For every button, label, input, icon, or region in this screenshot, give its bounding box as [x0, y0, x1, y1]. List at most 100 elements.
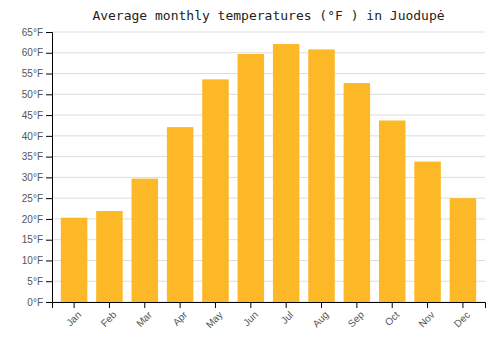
x-tick: Sep — [346, 302, 367, 329]
x-tick-mark — [250, 302, 251, 308]
x-tick-mark — [321, 302, 322, 308]
x-tick-mark — [462, 302, 463, 308]
chart: 0°F 5°F 10°F 15°F 20°F 25°F 30°F 35°F 40°F 45°F 50… — [0, 0, 500, 350]
bar — [414, 162, 441, 302]
bar — [238, 54, 265, 302]
y-tick-mark — [46, 74, 52, 75]
x-tick-label: Feb — [99, 309, 119, 329]
y-tick: 0°F — [27, 297, 52, 308]
x-tick-mark — [427, 302, 428, 308]
grid — [52, 32, 485, 302]
y-tick-label: 45°F — [22, 110, 43, 121]
y-tick-mark — [46, 94, 52, 95]
grid-line — [52, 135, 485, 136]
x-tick: Jun — [241, 302, 260, 328]
bar — [202, 79, 229, 302]
y-tick: 20°F — [22, 214, 52, 225]
bar — [132, 179, 159, 302]
y-tick-label: 60°F — [22, 47, 43, 58]
grid-line — [52, 52, 485, 53]
bar — [308, 49, 335, 302]
x-axis-line — [53, 303, 486, 309]
x-tick-label: Nov — [416, 309, 436, 329]
y-axis: 0°F 5°F 10°F 15°F 20°F 25°F 30°F 35°F 40°F 45°F 50… — [22, 27, 53, 308]
y-tick-mark — [46, 302, 52, 303]
y-tick-mark — [46, 157, 52, 158]
y-tick-mark — [46, 136, 52, 137]
y-tick-label: 40°F — [22, 131, 43, 142]
y-tick-mark — [46, 219, 52, 220]
x-tick: May — [204, 302, 225, 330]
y-tick-label: 0°F — [27, 297, 43, 308]
bar — [96, 211, 123, 302]
x-tick: Dec — [452, 302, 472, 329]
x-tick-mark — [356, 302, 357, 308]
y-tick: 25°F — [22, 193, 52, 204]
x-tick-mark — [180, 302, 181, 308]
grid-line — [52, 156, 485, 157]
x-tick-mark — [392, 302, 393, 308]
x-tick-label: Jan — [64, 309, 83, 328]
bar — [344, 83, 371, 302]
y-tick-mark — [46, 115, 52, 116]
y-tick: 15°F — [22, 234, 52, 245]
y-tick-label: 20°F — [22, 214, 43, 225]
y-tick: 30°F — [22, 172, 52, 183]
y-tick-mark — [46, 281, 52, 282]
y-tick-label: 15°F — [22, 234, 43, 245]
x-tick: Oct — [383, 302, 402, 328]
x-tick-label: Aug — [310, 309, 330, 329]
title: Average monthly temperatures (°F ) in Ju… — [92, 8, 444, 23]
y-tick-label: 10°F — [22, 255, 43, 266]
x-tick: Nov — [416, 302, 436, 329]
x-tick-mark — [109, 302, 110, 308]
x-tick-label: Apr — [171, 309, 190, 328]
y-tick: 5°F — [27, 276, 52, 287]
x-tick: Jan — [64, 302, 83, 328]
x-tick-mark — [215, 302, 216, 308]
y-tick: 55°F — [22, 68, 52, 79]
x-tick-mark — [144, 302, 145, 308]
plot-area: 0°F 5°F 10°F 15°F 20°F 25°F 30°F 35°F 40°F 45°F 50… — [22, 27, 486, 331]
x-tick-label: Sep — [346, 309, 367, 330]
x-tick-label: Mar — [134, 309, 154, 329]
bar — [273, 44, 300, 302]
y-tick: 40°F — [22, 131, 52, 142]
y-tick-label: 30°F — [22, 172, 43, 183]
y-tick-label: 50°F — [22, 89, 43, 100]
grid-line — [52, 115, 485, 116]
x-tick: Feb — [99, 302, 119, 329]
bar — [61, 218, 88, 302]
y-tick-mark — [46, 240, 52, 241]
y-tick: 50°F — [22, 89, 52, 100]
grid-line — [52, 32, 485, 33]
y-tick-mark — [46, 198, 52, 199]
x-tick: Apr — [171, 302, 190, 328]
bars — [61, 44, 476, 302]
grid-line — [52, 73, 485, 74]
x-tick-mark — [286, 302, 287, 308]
y-tick: 60°F — [22, 47, 52, 58]
bar — [379, 120, 406, 302]
x-tick-label: Jun — [241, 309, 260, 328]
y-tick-label: 55°F — [22, 68, 43, 79]
y-tick: 35°F — [22, 151, 52, 162]
y-tick: 45°F — [22, 110, 52, 121]
y-tick-label: 25°F — [22, 193, 43, 204]
x-tick-label: Oct — [383, 309, 402, 328]
y-tick: 65°F — [22, 27, 52, 38]
y-tick-mark — [46, 260, 52, 261]
y-tick: 10°F — [22, 255, 52, 266]
bar — [450, 198, 477, 302]
y-axis-line — [46, 33, 53, 303]
x-tick-label: Jul — [279, 309, 296, 326]
y-tick-mark — [46, 32, 52, 33]
bar — [167, 127, 194, 302]
grid-line — [52, 94, 485, 95]
x-tick-mark — [74, 302, 75, 308]
x-tick-label: May — [204, 309, 225, 330]
x-axis: Jan Feb Mar Apr May Jun Jul Aug Sep Oct Nov Dec — [53, 302, 486, 330]
y-tick-label: 65°F — [22, 27, 43, 38]
x-tick-label: Dec — [452, 309, 472, 329]
y-tick-mark — [46, 53, 52, 54]
